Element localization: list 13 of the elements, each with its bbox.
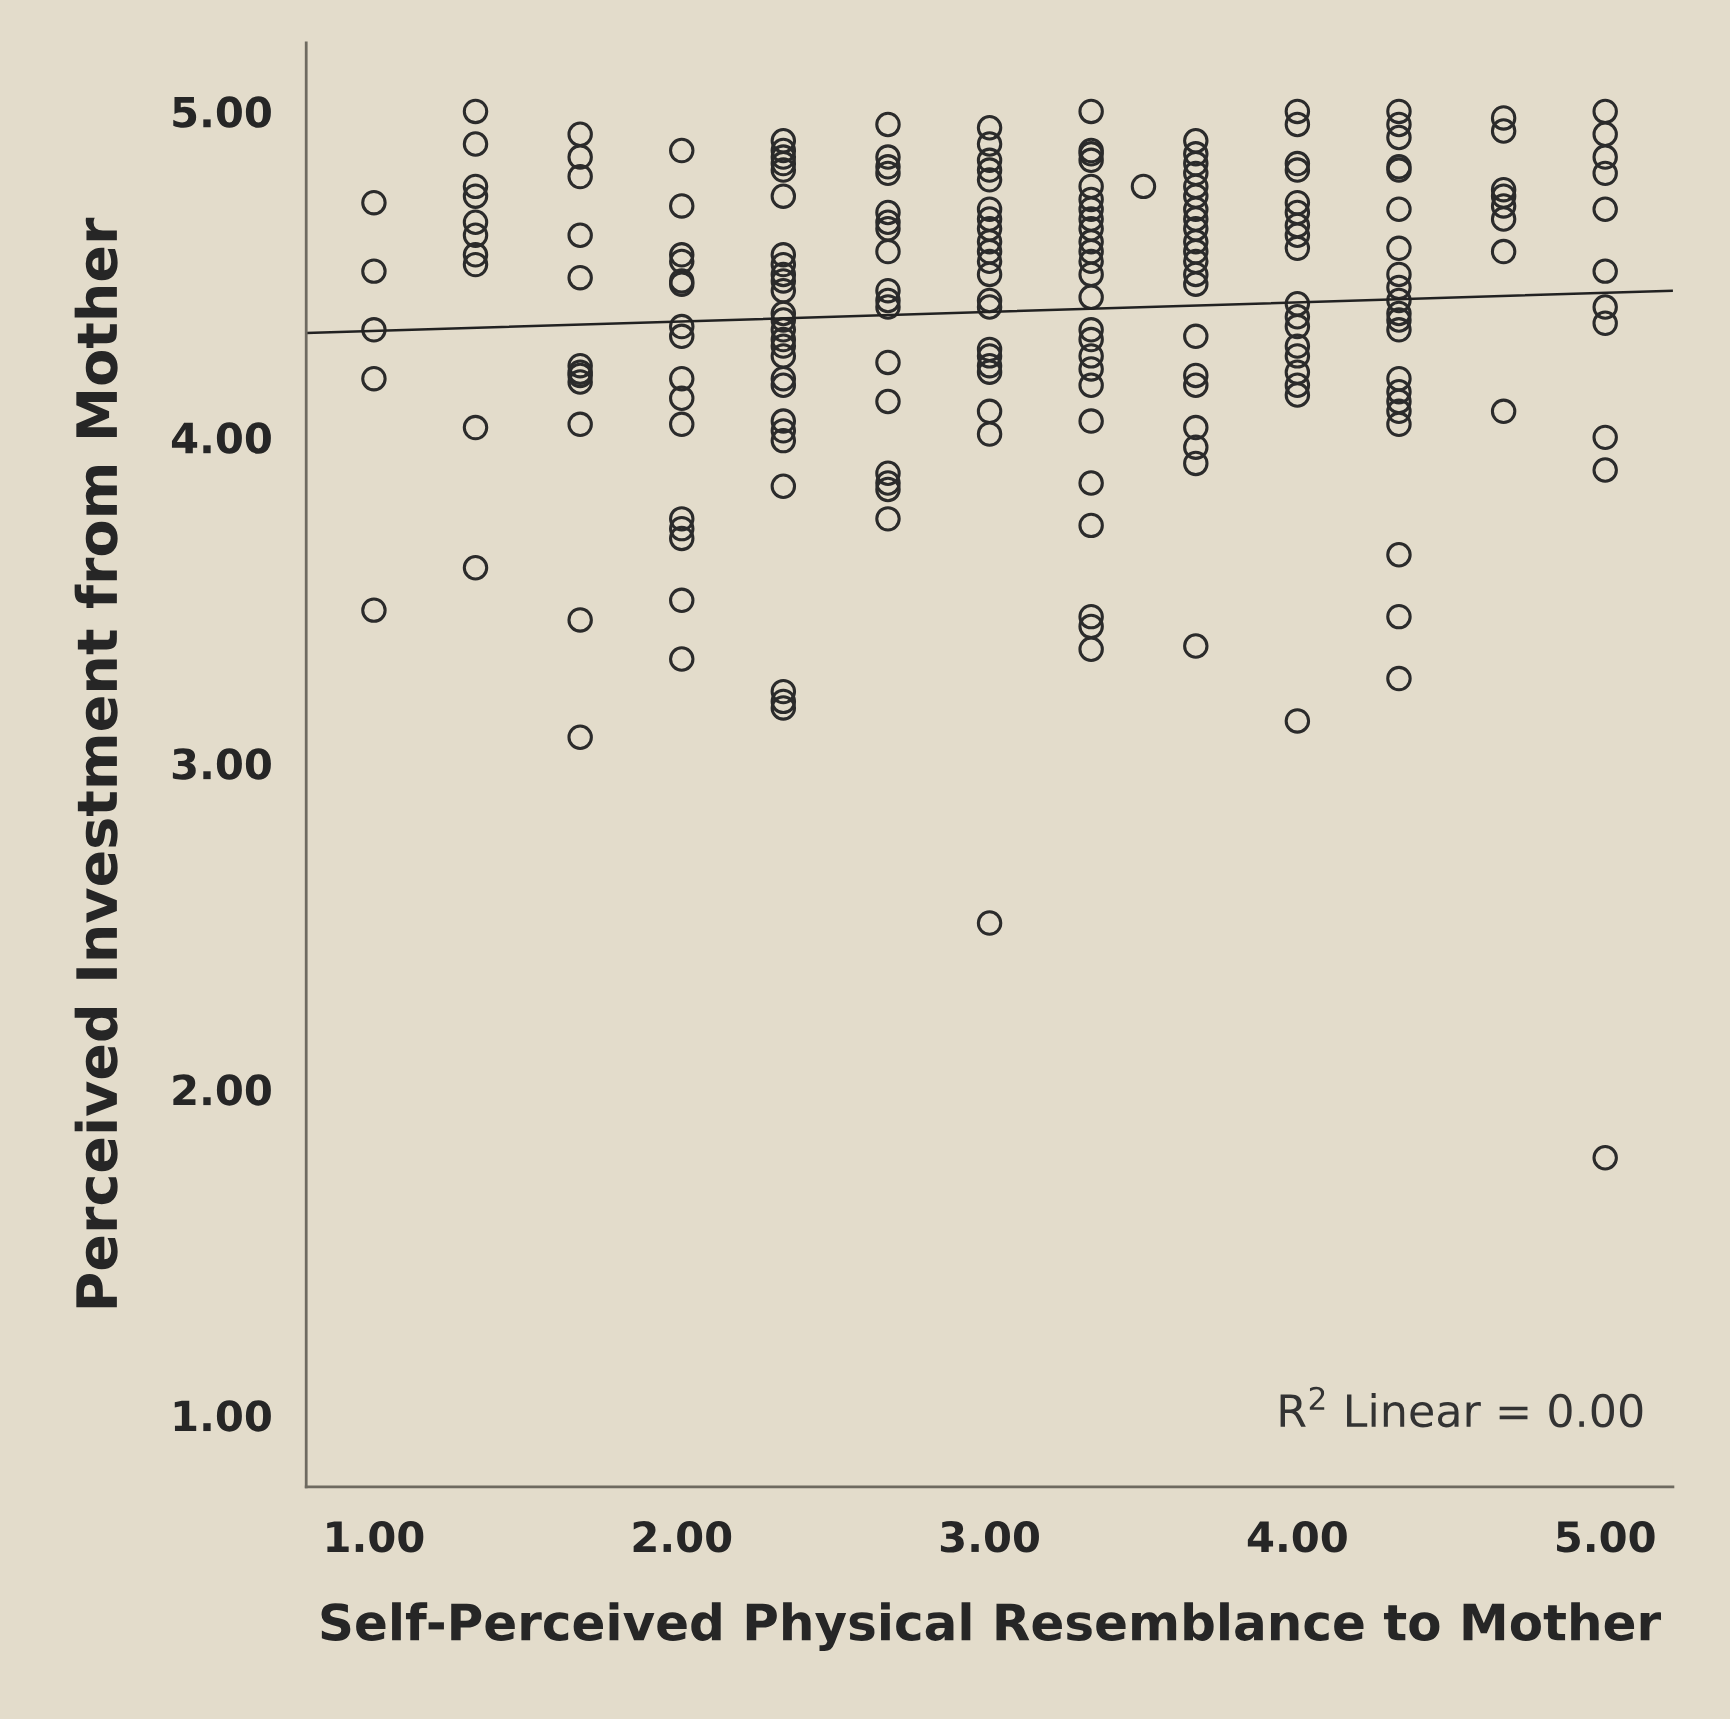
y-axis-title: Perceived Investment from Mother <box>74 217 118 1308</box>
annotation: R$^{2}$ Linear = 0.00 <box>1280 1386 1643 1428</box>
x-tick-label: 3.00 <box>940 1521 1039 1553</box>
x-axis-title: Self-Perceived Physical Resemblance to Mother <box>321 1602 1661 1652</box>
x-tick-label: 4.00 <box>1247 1521 1347 1553</box>
x-tick-label: 5.00 <box>1557 1521 1655 1553</box>
y-tick-label: 5.00 <box>173 96 271 128</box>
x-tick-label: 1.00 <box>327 1521 424 1553</box>
y-tick-label: 1.00 <box>174 1400 271 1432</box>
y-tick-label: 4.00 <box>171 422 271 454</box>
y-tick-label: 3.00 <box>172 748 271 780</box>
x-tick-label: 2.00 <box>633 1521 732 1553</box>
y-tick-label: 2.00 <box>173 1074 271 1106</box>
